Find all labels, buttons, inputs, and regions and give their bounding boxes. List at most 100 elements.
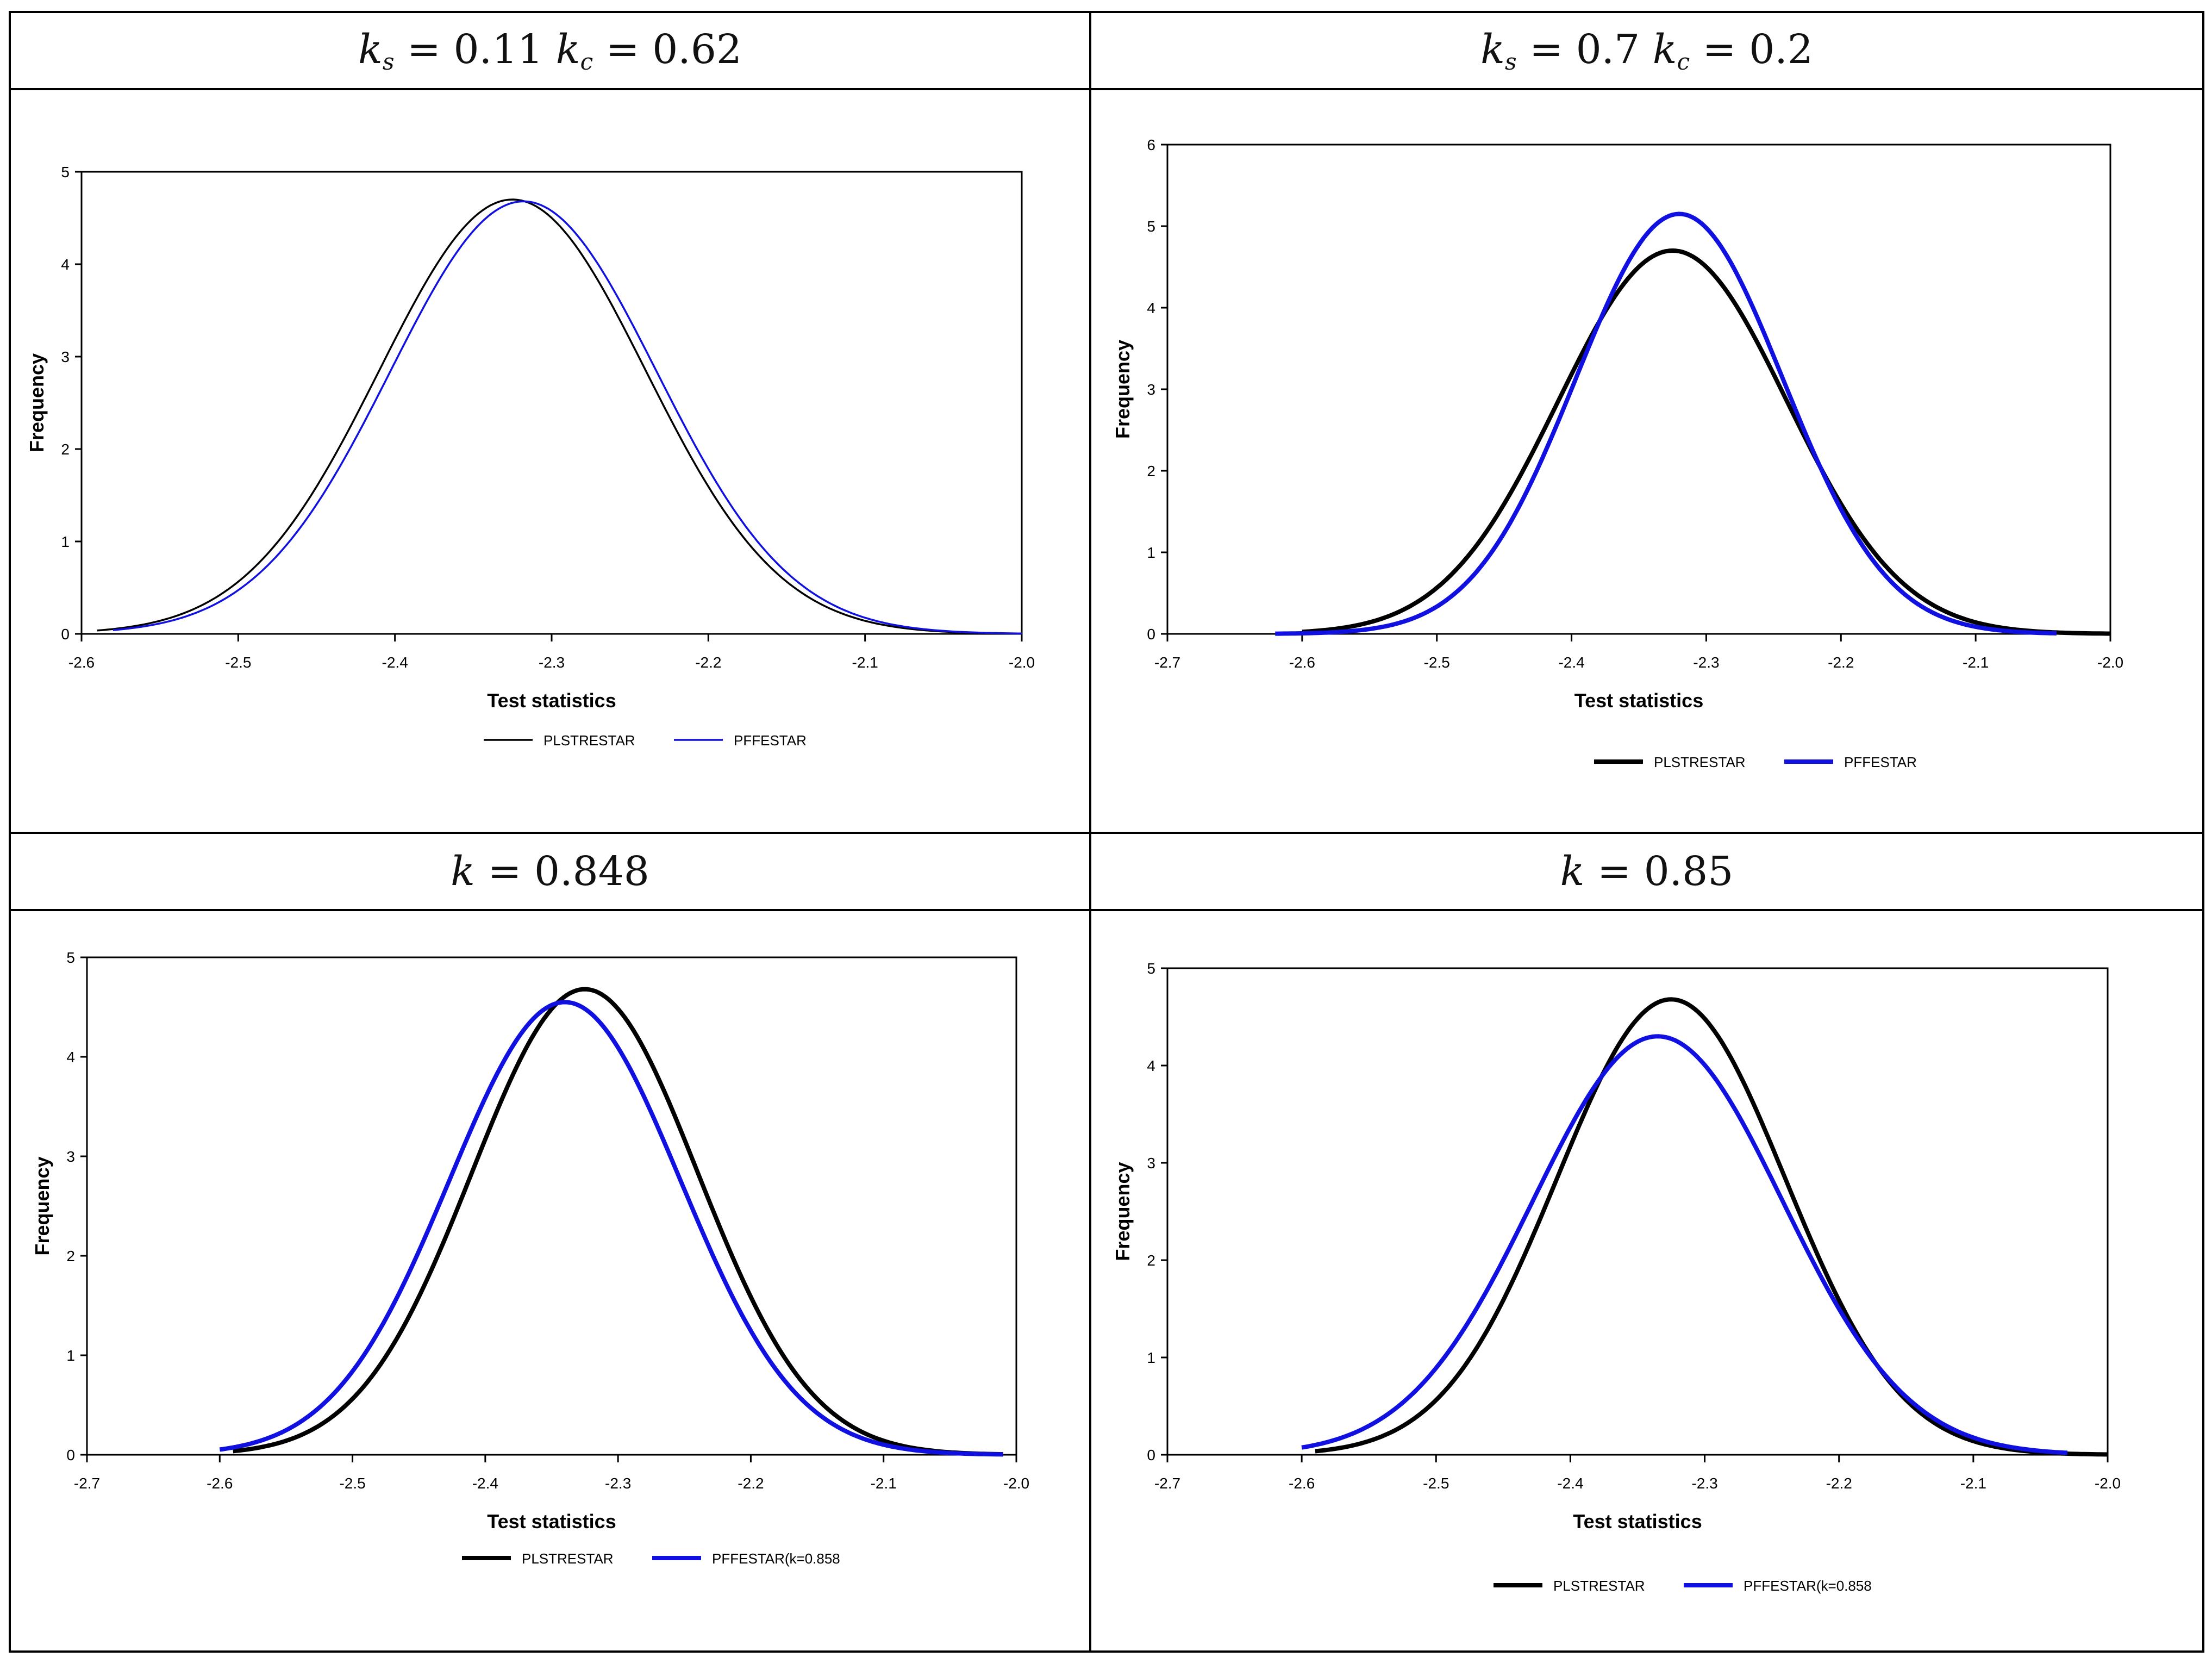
y-tick-label: 0 (1147, 1447, 1155, 1463)
series-line-1 (97, 198, 1022, 635)
y-axis-label: Frequency (26, 353, 48, 452)
legend-label: PFFESTAR (734, 732, 807, 749)
panel-title-2: ks = 0.7 kc = 0.2 (1089, 11, 2204, 90)
x-tick-label: -2.5 (1423, 1475, 1449, 1492)
x-tick-label: -2.7 (1154, 654, 1180, 671)
y-tick-label: 3 (66, 1148, 75, 1165)
y-axis-label: Frequency (1111, 1162, 1134, 1261)
x-tick-label: -2.4 (382, 654, 408, 671)
legend-label: PFFESTAR(k=0.858 (1744, 1578, 1872, 1594)
k-label: k (451, 848, 475, 895)
panel-title-3: k = 0.848 (9, 832, 1091, 911)
x-tick-label: -2.3 (605, 1475, 631, 1492)
x-tick-label: -2.2 (695, 654, 721, 671)
y-tick-label: 5 (1147, 960, 1155, 977)
y-tick-label: 0 (1147, 626, 1155, 643)
x-tick-label: -2.2 (738, 1475, 764, 1492)
x-tick-label: -2.4 (1557, 1475, 1583, 1492)
ks-value: 0.11 (453, 26, 543, 73)
panel-title-1: ks = 0.11 kc = 0.62 (9, 11, 1091, 90)
k-label: k (1560, 848, 1585, 895)
legend-label: PFFESTAR(k=0.858 (712, 1550, 840, 1567)
ks-value: 0.7 (1576, 26, 1640, 73)
x-tick-label: -2.0 (2095, 1475, 2121, 1492)
x-tick-label: -2.1 (1960, 1475, 1986, 1492)
y-tick-label: 2 (1147, 1252, 1155, 1269)
y-tick-label: 6 (1147, 136, 1155, 153)
y-tick-label: 1 (61, 533, 70, 550)
legend-label: PLSTRESTAR (522, 1550, 614, 1567)
y-tick-label: 5 (61, 164, 70, 180)
x-tick-label: -2.4 (472, 1475, 498, 1492)
series-line-1 (1302, 248, 2110, 636)
x-tick-label: -2.5 (1424, 654, 1450, 671)
x-tick-label: -2.2 (1826, 1475, 1852, 1492)
x-tick-label: -2.4 (1558, 654, 1584, 671)
x-tick-label: -2.2 (1828, 654, 1854, 671)
k-label: k (1480, 26, 1505, 73)
plot-frame (80, 171, 1023, 635)
k-label: k (358, 26, 383, 73)
y-tick-label: 3 (1147, 381, 1155, 398)
series-line-1 (1315, 997, 2108, 1457)
plot-frame (1166, 144, 2111, 635)
x-tick-label: -2.1 (1963, 654, 1989, 671)
x-tick-label: -2.3 (1691, 1475, 1717, 1492)
x-tick-label: -2.7 (74, 1475, 100, 1492)
series-line-1 (233, 987, 1003, 1457)
y-tick-label: 4 (1147, 1057, 1155, 1074)
chart-panel-1: 0 1 2 3 4 5 -2.6 -2.5 -2.4 -2.3 -2.2 -2.1 -2.0 Test s… (26, 164, 1035, 749)
x-axis-label: Test statistics (1574, 689, 1703, 712)
x-tick-label: -2.5 (225, 654, 251, 671)
y-tick-label: 0 (66, 1447, 75, 1463)
x-tick-label: -2.0 (2097, 654, 2123, 671)
y-axis-label: Frequency (1111, 340, 1134, 439)
kc-value: 0.2 (1749, 26, 1813, 73)
chart-panel-4: 0 1 2 3 4 5 -2.7 -2.6 -2.5 -2.4 -2.3 -2.2 -2.1 -2.0 Te… (1111, 960, 2121, 1594)
y-tick-label: 4 (61, 256, 70, 273)
y-tick-label: 5 (66, 949, 75, 966)
y-tick-label: 0 (61, 626, 70, 643)
x-tick-label: -2.0 (1009, 654, 1035, 671)
y-tick-label: 4 (66, 1049, 75, 1066)
chart-cell-3: 0 1 2 3 4 5 -2.7 -2.6 -2.5 -2.4 -2.3 -2.2 -2.1 -2.0 Te… (9, 909, 1091, 1653)
legend-label: PFFESTAR (1844, 754, 1917, 770)
k-sub-s: s (382, 48, 395, 75)
k-sub-c: c (1677, 48, 1690, 75)
x-tick-label: -2.3 (539, 654, 565, 671)
series-line-2 (1301, 1034, 2068, 1455)
x-axis-label: Test statistics (487, 1510, 616, 1533)
k-value: 0.85 (1644, 848, 1734, 895)
x-tick-label: -2.3 (1693, 654, 1719, 671)
legend-label: PLSTRESTAR (1654, 754, 1746, 770)
x-tick-label: -2.7 (1154, 1475, 1180, 1492)
y-tick-label: 1 (1147, 544, 1155, 561)
chart-cell-4: 0 1 2 3 4 5 -2.7 -2.6 -2.5 -2.4 -2.3 -2.2 -2.1 -2.0 Te… (1089, 909, 2204, 1653)
plot-frame (1166, 967, 2109, 1456)
series-line-2 (113, 200, 1022, 635)
y-tick-label: 1 (1147, 1349, 1155, 1366)
chart-cell-1: 0 1 2 3 4 5 -2.6 -2.5 -2.4 -2.3 -2.2 -2.1 -2.0 Test s… (9, 88, 1091, 834)
x-tick-label: -2.0 (1003, 1475, 1029, 1492)
k-value: 0.848 (534, 848, 649, 895)
chart-panel-3: 0 1 2 3 4 5 -2.7 -2.6 -2.5 -2.4 -2.3 -2.2 -2.1 -2.0 Te… (31, 949, 1029, 1567)
x-tick-label: -2.5 (339, 1475, 365, 1492)
y-tick-label: 2 (61, 441, 70, 458)
y-tick-label: 5 (1147, 218, 1155, 235)
legend-label: PLSTRESTAR (543, 732, 635, 749)
series-line-2 (1275, 211, 2057, 636)
x-tick-label: -2.6 (1289, 654, 1315, 671)
y-tick-label: 3 (1147, 1155, 1155, 1172)
kc-value: 0.62 (652, 26, 742, 73)
y-tick-label: 1 (66, 1347, 75, 1364)
k-sub-c: c (580, 48, 593, 75)
x-axis-label: Test statistics (487, 689, 616, 712)
y-tick-label: 2 (66, 1248, 75, 1264)
y-axis-label: Frequency (31, 1156, 53, 1255)
plot-frame (86, 956, 1017, 1456)
x-tick-label: -2.1 (871, 1475, 897, 1492)
k-label: k (555, 26, 580, 73)
panel-title-4: k = 0.85 (1089, 832, 2204, 911)
chart-panel-2: 0 1 2 3 4 5 6 -2.7 -2.6 -2.5 -2.4 -2.3 -2.2 -2.1 -2.0 T… (1111, 136, 2123, 770)
figure-grid: ks = 0.11 kc = 0.62 ks = 0.7 kc = 0.2 0 1… (9, 11, 2204, 1653)
